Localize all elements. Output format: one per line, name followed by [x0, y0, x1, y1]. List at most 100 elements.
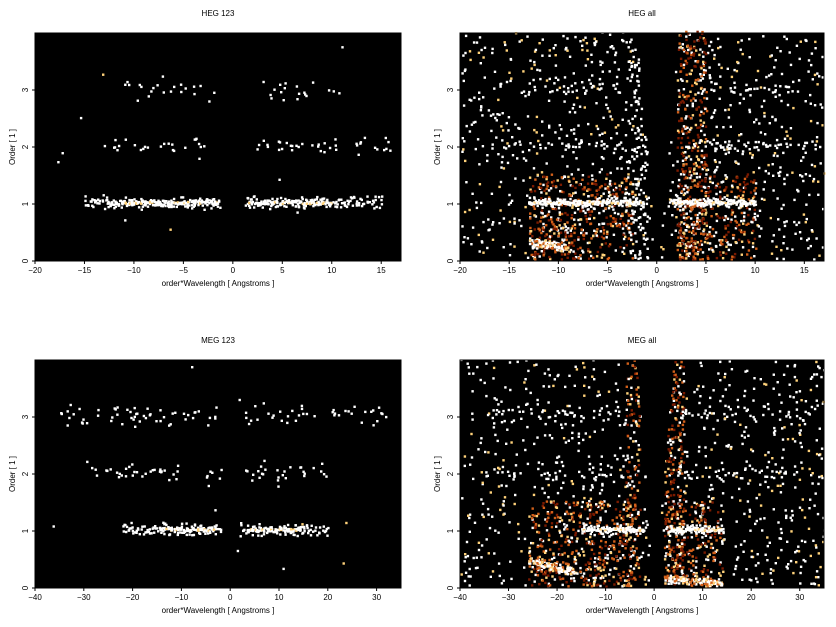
heatmap-cell	[752, 195, 756, 198]
heatmap-cell	[638, 97, 641, 100]
heatmap-cell	[683, 95, 686, 99]
heatmap-cell	[625, 101, 628, 104]
heatmap-cell	[778, 393, 781, 396]
heatmap-cell	[149, 470, 152, 473]
heatmap-cell	[703, 160, 707, 164]
heatmap-cell	[811, 482, 814, 485]
heatmap-cell	[603, 370, 607, 374]
heatmap-cell	[538, 236, 542, 239]
heatmap-cell	[694, 81, 697, 84]
heatmap-cell	[248, 206, 252, 209]
heatmap-cell	[534, 252, 537, 255]
heatmap-cell	[769, 572, 772, 575]
heatmap-cell	[564, 526, 567, 529]
heatmap-cell	[667, 205, 670, 208]
heatmap-cell	[491, 147, 494, 150]
heatmap-cell	[630, 222, 633, 225]
heatmap-cell	[639, 188, 643, 192]
heatmap-cell	[494, 452, 497, 456]
heatmap-cell	[131, 203, 134, 206]
heatmap-cell	[609, 193, 612, 197]
heatmap-cell	[633, 149, 636, 153]
heatmap-cell	[555, 513, 559, 517]
heatmap-cell	[535, 115, 539, 119]
heatmap-cell	[733, 420, 737, 424]
heatmap-cell	[503, 41, 506, 44]
heatmap-cell	[586, 49, 589, 52]
heatmap-cell	[641, 165, 645, 168]
heatmap-cell	[622, 201, 625, 204]
heatmap-cell	[702, 112, 705, 115]
heatmap-cell	[682, 372, 685, 375]
heatmap-cell	[639, 178, 642, 181]
heatmap-cell	[547, 483, 550, 487]
heatmap-cell	[756, 580, 759, 584]
heatmap-cell	[570, 234, 573, 238]
heatmap-cell	[590, 548, 594, 551]
heatmap-cell	[313, 202, 316, 205]
heatmap-cell	[532, 205, 535, 208]
heatmap-cell	[706, 191, 710, 194]
heatmap-cell	[282, 567, 285, 571]
heatmap-cell	[729, 104, 732, 107]
heatmap-cell	[690, 223, 694, 226]
heatmap-cell	[694, 510, 697, 513]
heatmap-cell	[539, 202, 542, 205]
heatmap-cell	[799, 565, 803, 568]
heatmap-cell	[480, 201, 483, 205]
heatmap-cell	[464, 34, 468, 38]
heatmap-cell	[178, 527, 181, 530]
heatmap-cell	[698, 206, 701, 209]
heatmap-cell	[576, 537, 579, 540]
heatmap-cell	[696, 202, 699, 206]
heatmap-cell	[544, 518, 547, 521]
heatmap-cell	[163, 532, 166, 536]
heatmap-cell	[529, 230, 533, 233]
heatmap-cell	[207, 484, 210, 488]
heatmap-cell	[582, 38, 585, 42]
heatmap-cell	[772, 174, 775, 177]
heatmap-cell	[716, 134, 719, 137]
heatmap-cell	[774, 562, 777, 565]
heatmap-cell	[646, 247, 649, 250]
heatmap-cell	[689, 128, 692, 131]
heatmap-cell	[616, 195, 619, 198]
heatmap-cell	[540, 203, 543, 206]
heatmap-cell	[706, 257, 710, 260]
heatmap-cell	[192, 202, 195, 205]
heatmap-cell	[566, 256, 569, 259]
heatmap-cell	[573, 239, 576, 242]
heatmap-cell	[690, 51, 693, 54]
heatmap-cell	[494, 433, 497, 437]
heatmap-cell	[327, 526, 330, 530]
heatmap-cell	[562, 239, 565, 243]
heatmap-cell	[734, 564, 738, 568]
heatmap-cell	[691, 239, 695, 243]
heatmap-cell	[560, 176, 564, 179]
heatmap-cell	[616, 167, 619, 170]
heatmap-cell	[529, 226, 532, 230]
heatmap-cell	[481, 114, 484, 117]
heatmap-cell	[567, 227, 570, 230]
heatmap-cell	[161, 527, 165, 530]
heatmap-cell	[486, 154, 489, 157]
heatmap-cell	[618, 188, 622, 191]
heatmap-cell	[761, 529, 764, 532]
heatmap-cell	[257, 203, 260, 206]
heatmap-cell	[601, 82, 604, 86]
heatmap-cell	[797, 143, 800, 147]
heatmap-cell	[699, 395, 702, 398]
heatmap-cell	[642, 234, 645, 237]
heatmap-cell	[578, 514, 581, 517]
heatmap-cell	[783, 426, 786, 429]
heatmap-cell	[701, 32, 704, 35]
heatmap-cell	[747, 198, 751, 201]
heatmap-cell	[611, 224, 615, 228]
heatmap-cell	[708, 201, 711, 204]
heatmap-cell	[734, 545, 737, 548]
heatmap-cell	[743, 143, 746, 146]
heatmap-cell	[721, 239, 724, 242]
heatmap-cell	[704, 191, 707, 195]
heatmap-cell	[602, 199, 605, 202]
heatmap-cell	[671, 202, 675, 205]
